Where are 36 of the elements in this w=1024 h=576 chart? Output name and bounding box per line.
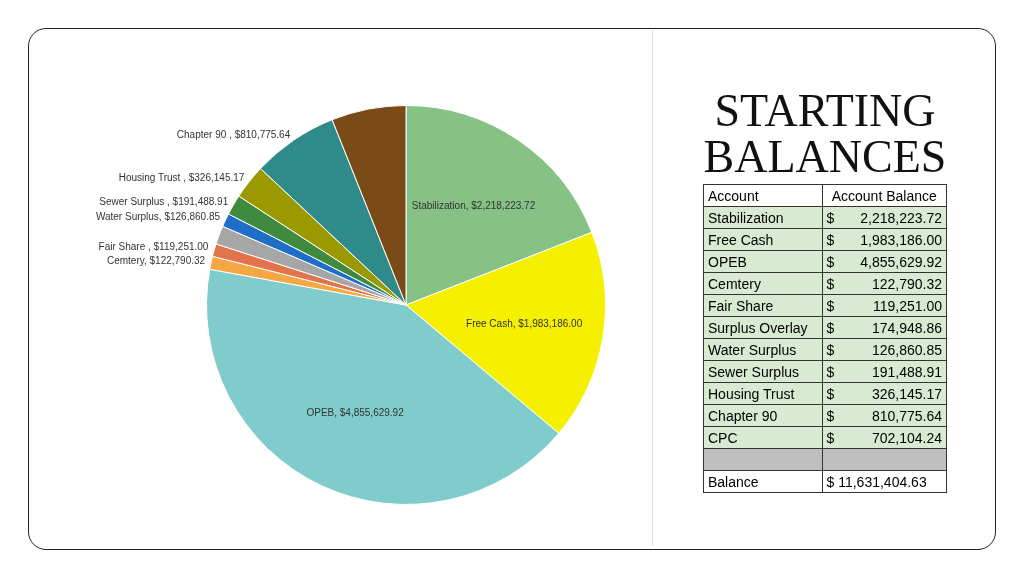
text: $ 2,218,223.72 [826,209,942,226]
text: Water Surplus [703,338,822,361]
text: Stabilization [703,206,822,229]
text: Cemtery [703,272,822,295]
text: $ 122,790.32 [826,275,942,292]
slice-label: Chapter 90 , $810,775.64 [176,128,291,140]
text: $ 174,948.86 [826,319,942,336]
text: $ 326,145.17 [826,385,942,402]
text: Fair Share [703,294,822,317]
text: STARTING BALANCES [702,85,948,182]
slice-label: Stabilization, $2,218,223.72 [411,199,536,211]
text: $ 126,860.85 [826,341,942,358]
text: OPEB [703,250,822,273]
text: $ 4,855,629.92 [826,253,942,270]
text: Chapter 90 [703,404,822,427]
text: $ 702,104.24 [826,429,942,446]
text: $ 1,983,186.00 [826,231,942,248]
slice-label: Free Cash, $1,983,186.00 [466,318,583,330]
text: $ 191,488.91 [826,363,942,380]
text: $ 11,631,404.63 [822,470,947,493]
slice-label: Water Surplus, $126,860.85 [95,211,221,223]
slice-label: OPEB, $4,855,629.92 [306,407,405,419]
text: $ 119,251.00 [826,297,942,314]
text: $ 810,775.64 [826,407,942,424]
text: Account [703,184,822,207]
text: Free Cash [703,228,822,251]
text: Balance [703,470,822,493]
text: Surplus Overlay [703,316,822,339]
slice-label: Sewer Surplus , $191,488.91 [99,195,229,207]
text: CPC [703,426,822,449]
text: Account Balance [822,184,947,207]
text: Sewer Surplus [703,360,822,383]
text: Housing Trust [703,382,822,405]
slice-label: Fair Share , $119,251.00 [98,241,209,253]
slice-label: Cemtery, $122,790.32 [106,255,206,267]
slice-label: Housing Trust , $326,145.17 [118,171,245,183]
